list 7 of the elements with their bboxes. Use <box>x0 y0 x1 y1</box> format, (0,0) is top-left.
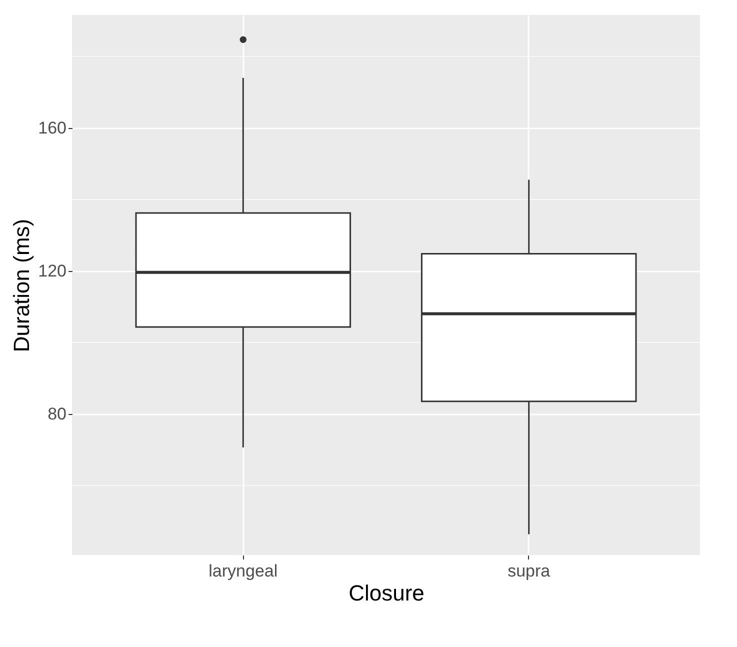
y-tick-label: 160 <box>38 118 66 138</box>
y-tick-label: 120 <box>38 261 66 280</box>
x-tick-label: supra <box>508 562 551 580</box>
x-axis-title: Closure <box>348 580 424 606</box>
y-tick-label: 80 <box>48 404 66 424</box>
x-tick-label: laryngeal <box>208 562 278 580</box>
y-axis-title: Duration (ms) <box>9 218 34 352</box>
